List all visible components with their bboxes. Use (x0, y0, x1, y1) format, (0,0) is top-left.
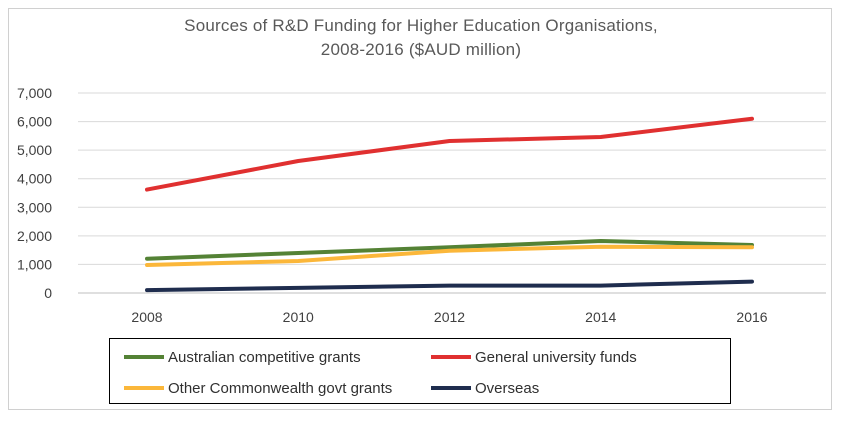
x-tick-label: 2012 (434, 309, 465, 325)
legend-label: General university funds (475, 348, 637, 366)
x-tick-label: 2008 (131, 309, 162, 325)
series-line-australian-competitive-grants (145, 239, 754, 261)
legend-label: Other Commonwealth govt grants (168, 379, 393, 397)
series-line-other-commonwealth-govt-grants (145, 244, 754, 267)
legend-item-australian-competitive-grants: Australian competitive grants (124, 347, 361, 367)
y-tick-label: 5,000 (17, 142, 52, 158)
y-tick-label: 7,000 (17, 85, 52, 101)
x-tick-label: 2010 (283, 309, 314, 325)
legend-swatch (431, 355, 471, 359)
y-tick-label: 2,000 (17, 228, 52, 244)
y-tick-label: 1,000 (17, 256, 52, 272)
legend-label: Overseas (475, 379, 540, 397)
chart-title: Sources of R&D Funding for Higher Educat… (0, 14, 842, 62)
legend-label: Australian competitive grants (168, 348, 361, 366)
y-tick-label: 4,000 (17, 171, 52, 187)
legend-swatch (124, 386, 164, 390)
x-tick-label: 2014 (585, 309, 616, 325)
legend-swatch (124, 355, 164, 359)
y-tick-label: 0 (44, 285, 52, 301)
series-line-overseas (145, 279, 754, 293)
legend-item-other-commonwealth-govt-grants: Other Commonwealth govt grants (124, 378, 392, 398)
chart-title-line-2: 2008-2016 ($AUD million) (320, 40, 522, 59)
legend-item-overseas: Overseas (431, 378, 539, 398)
chart-legend: Australian competitive grants General un… (109, 338, 731, 404)
series-line-general-university-funds (145, 116, 754, 192)
y-tick-label: 6,000 (17, 114, 52, 130)
chart-title-line-1: Sources of R&D Funding for Higher Educat… (184, 16, 658, 35)
x-tick-label: 2016 (736, 309, 767, 325)
legend-swatch (431, 386, 471, 390)
y-tick-label: 3,000 (17, 199, 52, 215)
legend-item-general-university-funds: General university funds (431, 347, 637, 367)
